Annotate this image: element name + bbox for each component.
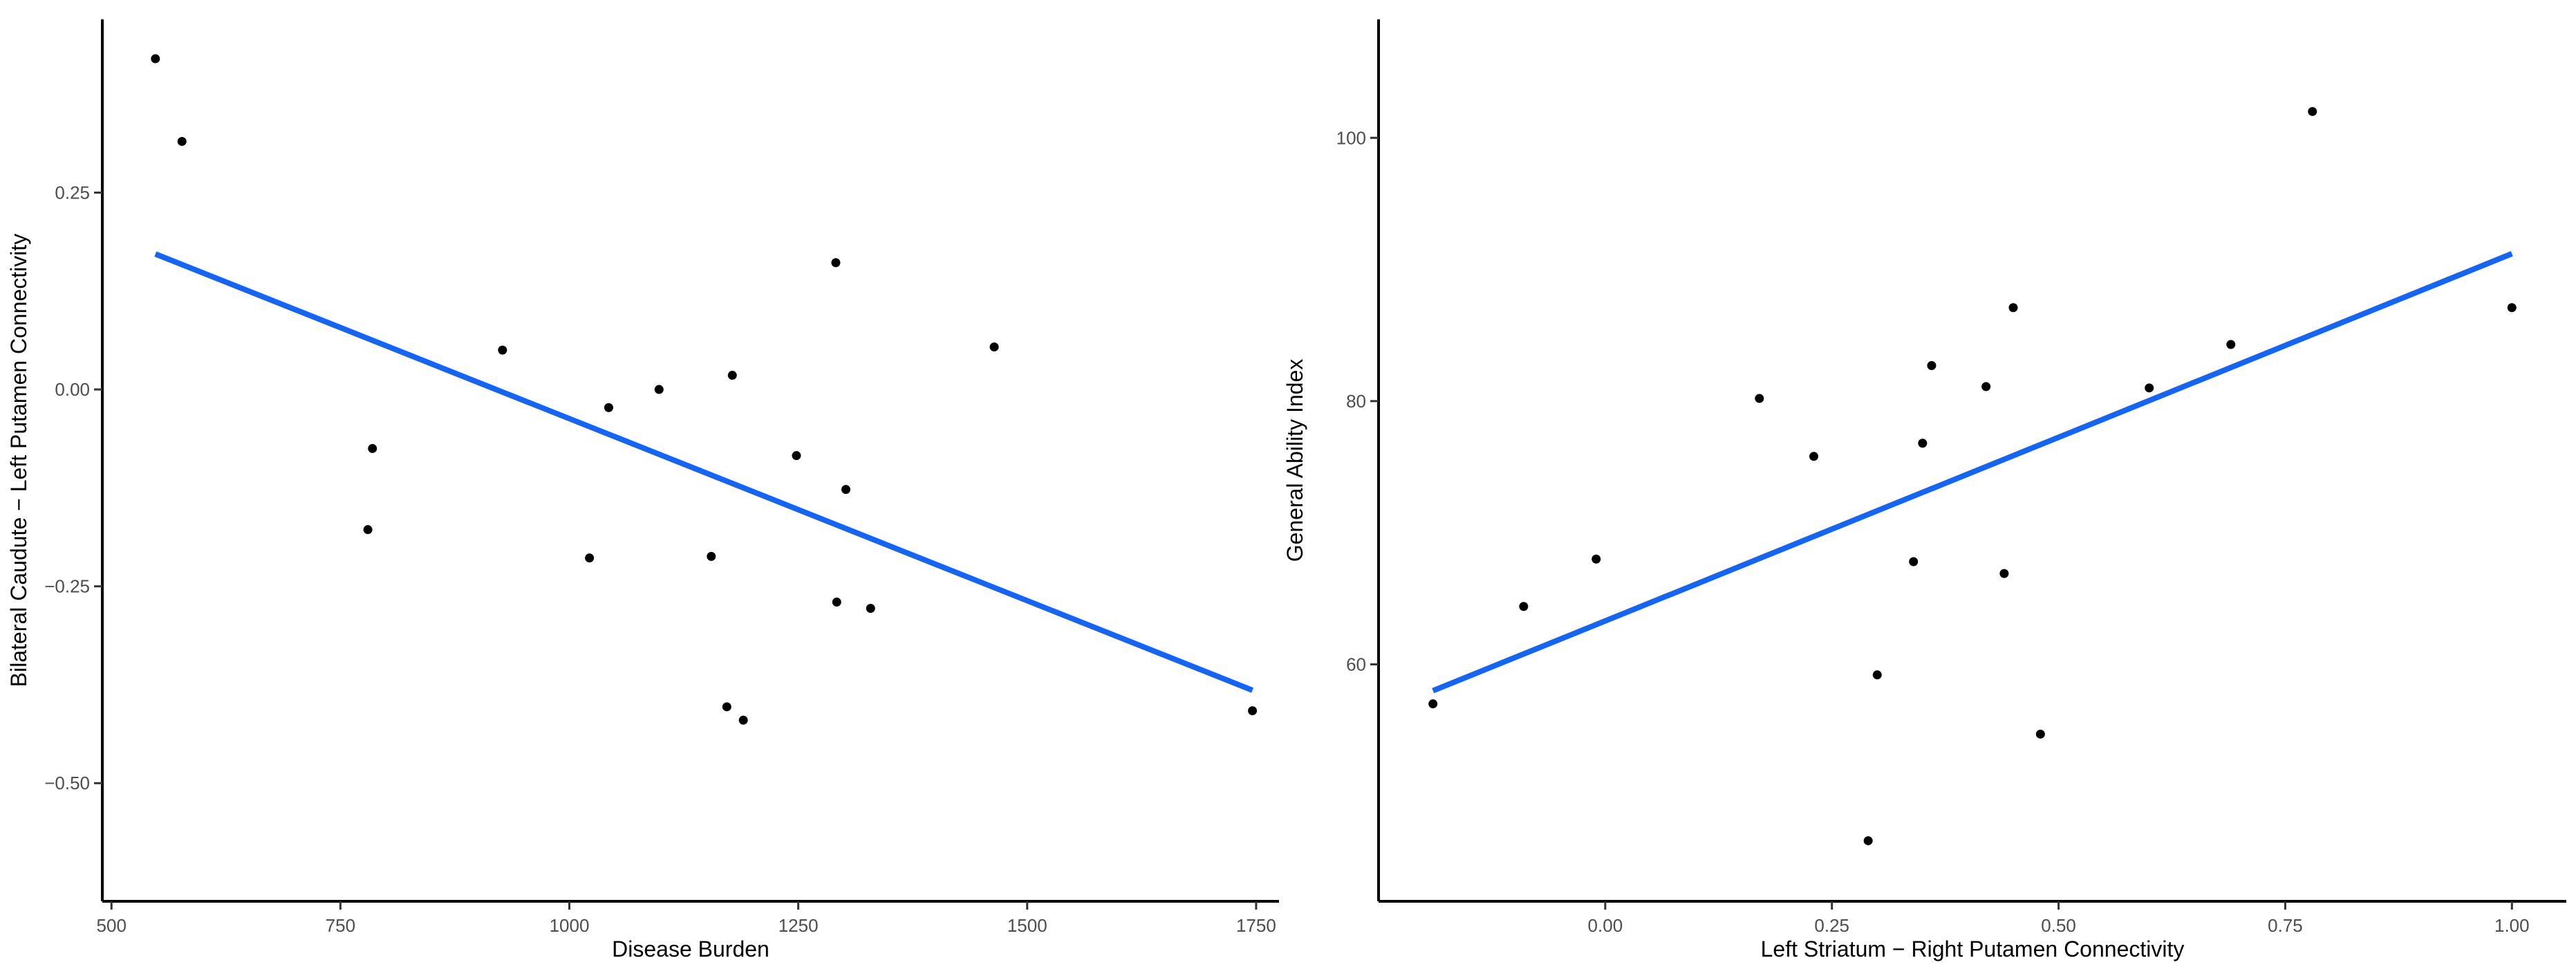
right-data-point <box>1519 602 1529 611</box>
right-y-tick-label: 60 <box>1346 654 1366 674</box>
right-data-point <box>2008 303 2018 313</box>
right-data-point <box>1755 394 1764 403</box>
right-data-point <box>1999 569 2009 578</box>
right-data-point <box>2308 107 2317 116</box>
right-y-tick-label: 100 <box>1336 127 1366 148</box>
left-data-point <box>498 345 507 355</box>
right-data-point <box>1918 439 1928 448</box>
left-x-tick-label: 750 <box>326 915 355 936</box>
right-data-point <box>1863 836 1873 845</box>
left-x-tick-label: 1000 <box>550 915 590 936</box>
left-y-tick-label: 0.00 <box>55 379 90 400</box>
right-x-tick-label: 0.25 <box>1814 915 1849 936</box>
right-x-tick-label: 0.50 <box>2041 915 2076 936</box>
right-data-point <box>2226 340 2236 349</box>
right-data-point <box>2035 729 2045 739</box>
right-x-axis-title: Left Striatum − Right Putamen Connectivi… <box>1761 937 2185 961</box>
left-x-axis-title: Disease Burden <box>612 937 769 961</box>
right-data-point <box>1592 554 1601 564</box>
right-data-point <box>1809 452 1818 461</box>
left-data-point <box>738 715 748 725</box>
right-y-axis-title: General Ability Index <box>1282 359 1307 562</box>
right-y-tick-label: 80 <box>1346 391 1366 412</box>
left-data-point <box>989 342 999 352</box>
left-panel: 500 750 1000 1250 1500 1750 −0.50 −0.25 0.00 0.25… <box>6 19 1279 961</box>
left-data-point <box>832 597 841 607</box>
right-x-tick-label: 1.00 <box>2494 915 2530 936</box>
right-panel: 0.00 0.25 0.50 0.75 1.00 60 80 100 Left Striatum… <box>1282 19 2566 961</box>
left-data-point <box>368 443 377 453</box>
left-x-tick-label: 1250 <box>778 915 819 936</box>
left-data-point <box>151 54 160 64</box>
left-data-point <box>604 403 613 412</box>
right-data-point <box>1428 699 1438 709</box>
left-y-axis-title: Bilateral Caudute − Left Putamen Connect… <box>6 234 31 687</box>
left-x-tick-label: 1750 <box>1236 915 1276 936</box>
left-y-tick-label: −0.50 <box>44 773 90 793</box>
left-data-point <box>792 451 801 461</box>
left-data-point <box>707 551 716 561</box>
left-data-point <box>722 702 731 712</box>
right-data-point <box>1981 382 1991 392</box>
left-data-point <box>866 604 875 614</box>
left-data-point <box>1248 706 1258 716</box>
left-data-point <box>654 385 664 394</box>
right-data-point <box>2507 303 2517 313</box>
left-regression-line <box>154 251 1254 693</box>
right-data-point <box>1909 557 1919 567</box>
left-data-point <box>831 258 841 268</box>
left-data-point <box>841 485 851 495</box>
left-data-point <box>585 553 595 563</box>
right-data-point <box>2145 383 2154 393</box>
right-data-point <box>1872 670 1882 680</box>
right-regression-line <box>1432 251 2513 694</box>
left-data-point <box>177 136 187 146</box>
left-x-tick-label: 500 <box>97 915 127 936</box>
left-data-point <box>727 371 737 380</box>
right-x-tick-label: 0.75 <box>2268 915 2303 936</box>
left-x-tick-label: 1500 <box>1007 915 1047 936</box>
left-y-tick-label: 0.25 <box>55 182 90 203</box>
right-data-point <box>1927 360 1936 370</box>
left-y-tick-label: −0.25 <box>44 576 90 597</box>
right-x-tick-label: 0.00 <box>1588 915 1623 936</box>
left-data-point <box>363 525 373 535</box>
